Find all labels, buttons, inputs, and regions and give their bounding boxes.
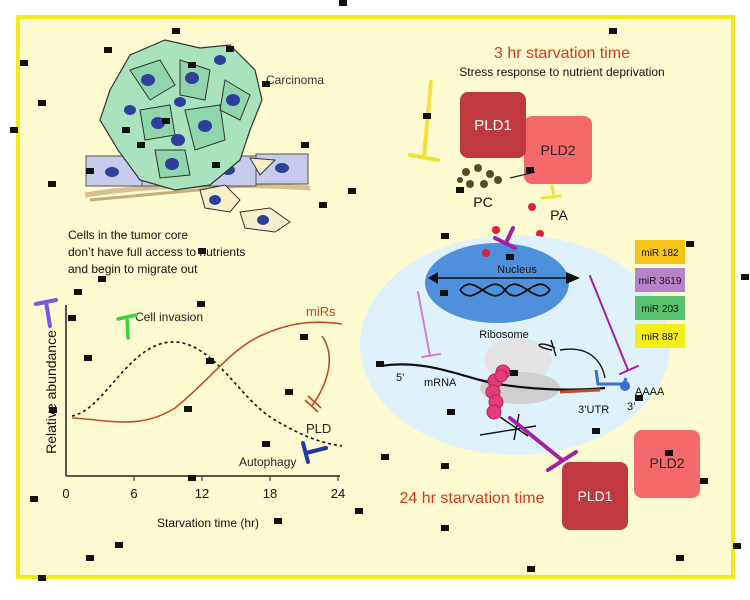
mir-203-label: miR 203	[641, 304, 679, 315]
y-axis-label: Relative abundance	[43, 330, 59, 454]
purple-inhibitor-bottom-icon	[508, 416, 578, 472]
x-tick-0: 0	[62, 486, 69, 501]
ribosome-label: Ribosome	[479, 329, 529, 341]
pc-molecules	[457, 164, 502, 188]
yellow-small-inhibitor-icon	[540, 184, 562, 200]
purple-inhibitor-nucleus-icon	[493, 226, 517, 250]
x-tick-24: 24	[331, 486, 345, 501]
mirs-curve	[71, 321, 343, 423]
x-axis-label: Starvation time (hr)	[157, 516, 259, 530]
blue-inhibitor-icon	[301, 441, 328, 464]
graph-label-autophagy: Autophagy	[239, 455, 296, 469]
mir-182-label: miR 182	[641, 248, 679, 259]
pld1-box-top	[460, 92, 526, 158]
x-tick-18: 18	[263, 486, 277, 501]
abundance-graph: 0 6 12 18 24 Starvation time (hr) Relati…	[34, 298, 345, 530]
mir-887-label: miR 887	[641, 332, 679, 343]
mrna-label: mRNA	[424, 377, 457, 389]
pld1-label-bottom: PLD1	[577, 488, 612, 504]
polypeptide-chain	[485, 364, 511, 420]
tumor-text-line-3: and begin to migrate out	[68, 262, 198, 276]
graph-label-cell-invasion: Cell invasion	[135, 310, 203, 324]
tumor-text-line-1: Cells in the tumor core	[68, 228, 188, 242]
blocked-cross-1	[499, 416, 529, 437]
graph-label-mirs: miRs	[306, 304, 336, 319]
pld1-box-bottom	[562, 462, 628, 530]
pld1-label-top: PLD1	[474, 117, 512, 134]
carcinoma-label: Carcinoma	[266, 73, 324, 87]
mir-3619-box	[635, 268, 685, 292]
pld2-box-bottom	[634, 430, 700, 498]
blocked-cross-2	[513, 413, 520, 441]
utr-label: 3’UTR	[578, 404, 609, 416]
mir-203-box	[635, 296, 685, 320]
pc-label: PC	[473, 194, 492, 210]
mir-3619-label: miR 3619	[639, 276, 682, 287]
yellow-inhibitor-icon	[408, 80, 440, 162]
redaction-marks	[10, 0, 749, 581]
mir-887-box	[635, 324, 685, 348]
pld2-label-top: PLD2	[540, 142, 575, 158]
graph-label-pld: PLD	[306, 421, 331, 436]
nucleus	[425, 243, 569, 323]
mrna-5prime-label: 5’	[396, 372, 405, 384]
mrna-strand	[379, 363, 606, 391]
three-prime-label: 3’	[627, 401, 636, 413]
purple-inhibitor-right-icon	[589, 275, 639, 375]
title-3hr: 3 hr starvation time	[494, 45, 630, 62]
pld2-label-bottom: PLD2	[649, 455, 684, 471]
green-inhibitor-icon	[116, 313, 138, 340]
pld2-box-top	[524, 116, 592, 184]
subtitle-stress-response: Stress response to nutrient deprivation	[459, 65, 664, 79]
tumor-text-line-2: don’t have full access to nutrients	[68, 245, 245, 259]
x-tick-12: 12	[195, 486, 209, 501]
nucleus-label: Nucleus	[497, 264, 537, 276]
violet-inhibitor-icon	[34, 298, 58, 328]
pink-inhibitor-icon	[417, 291, 441, 358]
carcinoma-illustration	[84, 39, 311, 233]
pa-label: PA	[550, 207, 568, 223]
x-tick-6: 6	[130, 486, 137, 501]
mir-182-box	[635, 240, 685, 264]
title-24hr: 24 hr starvation time	[400, 490, 545, 507]
mir-legend: miR 182 miR 3619 miR 203 miR 887	[635, 240, 685, 348]
